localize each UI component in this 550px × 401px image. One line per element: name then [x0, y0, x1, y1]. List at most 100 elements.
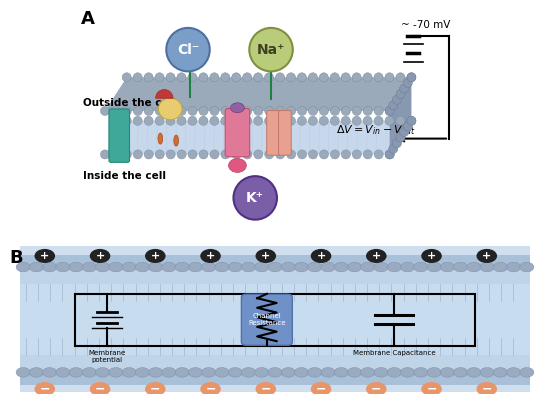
- Circle shape: [309, 116, 317, 126]
- Circle shape: [281, 262, 295, 272]
- Circle shape: [69, 262, 83, 272]
- Circle shape: [177, 116, 186, 126]
- Circle shape: [202, 262, 216, 272]
- FancyBboxPatch shape: [278, 111, 291, 155]
- Polygon shape: [20, 255, 530, 268]
- Polygon shape: [20, 372, 530, 385]
- Circle shape: [199, 73, 208, 82]
- Circle shape: [199, 106, 208, 115]
- Text: Inside the cell: Inside the cell: [83, 171, 166, 181]
- Circle shape: [387, 262, 402, 272]
- Text: Cl⁻: Cl⁻: [177, 43, 199, 57]
- Text: Membrane Capacitance: Membrane Capacitance: [353, 350, 436, 356]
- Text: B: B: [9, 249, 23, 267]
- Circle shape: [493, 262, 508, 272]
- Circle shape: [363, 73, 372, 82]
- Text: +: +: [372, 251, 381, 261]
- Text: −: −: [205, 383, 216, 395]
- Circle shape: [321, 262, 335, 272]
- Circle shape: [361, 368, 375, 377]
- Circle shape: [441, 262, 454, 272]
- Circle shape: [352, 116, 361, 126]
- Circle shape: [221, 106, 230, 115]
- Circle shape: [520, 368, 534, 377]
- Circle shape: [407, 73, 416, 82]
- Circle shape: [334, 262, 348, 272]
- Circle shape: [427, 368, 441, 377]
- Circle shape: [215, 262, 229, 272]
- Circle shape: [232, 116, 241, 126]
- Circle shape: [441, 368, 454, 377]
- Circle shape: [265, 116, 273, 126]
- Circle shape: [400, 84, 409, 93]
- Circle shape: [374, 368, 388, 377]
- Text: +: +: [261, 251, 271, 261]
- Circle shape: [385, 106, 394, 115]
- Circle shape: [210, 73, 219, 82]
- Circle shape: [281, 368, 295, 377]
- Wedge shape: [156, 89, 173, 98]
- Circle shape: [476, 382, 497, 396]
- Circle shape: [56, 262, 70, 272]
- FancyBboxPatch shape: [225, 109, 250, 157]
- Circle shape: [454, 262, 468, 272]
- Circle shape: [287, 73, 295, 82]
- Circle shape: [320, 150, 328, 159]
- Circle shape: [188, 116, 197, 126]
- Circle shape: [308, 262, 322, 272]
- Circle shape: [309, 106, 317, 115]
- Circle shape: [221, 150, 230, 159]
- Circle shape: [348, 262, 361, 272]
- Circle shape: [166, 150, 175, 159]
- Circle shape: [29, 262, 43, 272]
- Circle shape: [414, 368, 428, 377]
- Circle shape: [155, 106, 164, 115]
- Circle shape: [200, 382, 221, 396]
- Circle shape: [96, 368, 109, 377]
- Circle shape: [35, 249, 55, 263]
- Circle shape: [298, 150, 306, 159]
- Text: Na⁺: Na⁺: [257, 43, 285, 57]
- Circle shape: [341, 116, 350, 126]
- Text: −: −: [261, 383, 271, 395]
- Ellipse shape: [158, 133, 163, 144]
- Circle shape: [232, 73, 241, 82]
- Circle shape: [145, 249, 166, 263]
- Circle shape: [16, 368, 30, 377]
- Circle shape: [144, 116, 153, 126]
- Circle shape: [385, 106, 394, 115]
- Circle shape: [493, 368, 508, 377]
- Bar: [75, 294, 475, 346]
- Circle shape: [243, 106, 252, 115]
- Circle shape: [144, 150, 153, 159]
- Circle shape: [210, 150, 219, 159]
- Circle shape: [228, 262, 242, 272]
- Circle shape: [363, 116, 372, 126]
- Circle shape: [122, 262, 136, 272]
- Ellipse shape: [158, 98, 182, 120]
- Circle shape: [148, 368, 163, 377]
- Circle shape: [144, 73, 153, 82]
- Circle shape: [421, 249, 442, 263]
- Circle shape: [400, 368, 415, 377]
- Text: −: −: [426, 383, 437, 395]
- Text: −: −: [316, 383, 326, 395]
- Circle shape: [421, 382, 442, 396]
- Circle shape: [101, 106, 109, 115]
- FancyBboxPatch shape: [267, 111, 279, 155]
- Circle shape: [122, 73, 131, 82]
- Circle shape: [374, 262, 388, 272]
- Circle shape: [334, 368, 348, 377]
- Circle shape: [177, 73, 186, 82]
- Circle shape: [276, 116, 284, 126]
- Circle shape: [276, 106, 285, 115]
- Circle shape: [162, 368, 176, 377]
- Circle shape: [287, 116, 295, 126]
- Circle shape: [400, 128, 409, 137]
- Circle shape: [166, 106, 175, 115]
- Text: ~ -70 mV: ~ -70 mV: [400, 20, 450, 30]
- Circle shape: [392, 95, 402, 104]
- Circle shape: [109, 262, 123, 272]
- Circle shape: [210, 116, 219, 126]
- Circle shape: [467, 368, 481, 377]
